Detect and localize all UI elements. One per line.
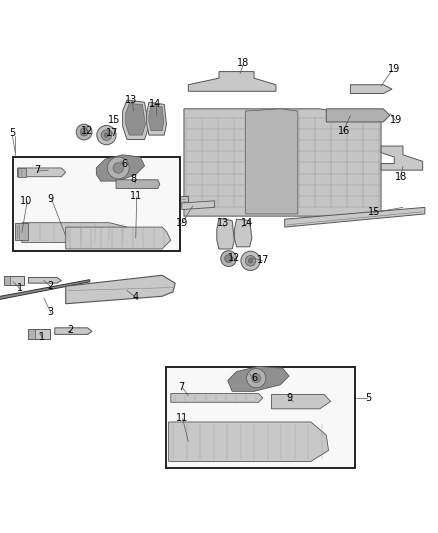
Text: 4: 4 bbox=[133, 292, 139, 302]
Circle shape bbox=[104, 133, 109, 138]
Circle shape bbox=[247, 368, 266, 388]
Text: 15: 15 bbox=[108, 115, 120, 125]
Polygon shape bbox=[350, 85, 392, 93]
Text: 18: 18 bbox=[395, 172, 407, 182]
Text: 14: 14 bbox=[241, 217, 254, 228]
Polygon shape bbox=[234, 219, 252, 247]
Polygon shape bbox=[15, 223, 28, 240]
Text: 6: 6 bbox=[122, 159, 128, 168]
Polygon shape bbox=[18, 168, 26, 177]
Text: 5: 5 bbox=[9, 128, 15, 138]
Polygon shape bbox=[66, 227, 171, 249]
Polygon shape bbox=[147, 102, 166, 135]
Text: 19: 19 bbox=[176, 217, 188, 228]
Polygon shape bbox=[28, 329, 35, 339]
Circle shape bbox=[248, 259, 253, 263]
Polygon shape bbox=[4, 276, 24, 285]
Text: 16: 16 bbox=[338, 126, 350, 136]
Text: 11: 11 bbox=[130, 191, 142, 201]
Text: 1: 1 bbox=[17, 284, 23, 293]
Text: 7: 7 bbox=[34, 165, 40, 175]
Text: 17: 17 bbox=[106, 128, 118, 138]
Polygon shape bbox=[18, 168, 66, 177]
Circle shape bbox=[97, 125, 116, 145]
Circle shape bbox=[101, 130, 112, 140]
Polygon shape bbox=[126, 103, 145, 135]
Polygon shape bbox=[184, 109, 381, 216]
Circle shape bbox=[245, 255, 256, 266]
Text: 13: 13 bbox=[125, 95, 138, 105]
Polygon shape bbox=[272, 394, 331, 409]
Circle shape bbox=[225, 255, 233, 263]
Polygon shape bbox=[245, 109, 298, 214]
Polygon shape bbox=[182, 201, 215, 209]
Text: 19: 19 bbox=[388, 64, 400, 75]
Circle shape bbox=[221, 251, 237, 266]
Polygon shape bbox=[169, 422, 328, 462]
Text: 19: 19 bbox=[390, 115, 403, 125]
Text: 5: 5 bbox=[365, 393, 371, 403]
FancyBboxPatch shape bbox=[166, 367, 355, 468]
Text: 9: 9 bbox=[286, 393, 292, 403]
Polygon shape bbox=[96, 155, 145, 181]
Text: 9: 9 bbox=[47, 193, 53, 204]
Polygon shape bbox=[149, 106, 164, 131]
Text: 8: 8 bbox=[131, 174, 137, 184]
Text: 12: 12 bbox=[81, 126, 94, 136]
Polygon shape bbox=[4, 276, 10, 285]
Circle shape bbox=[107, 157, 129, 179]
Text: 17: 17 bbox=[257, 255, 269, 265]
Text: 13: 13 bbox=[217, 217, 230, 228]
Polygon shape bbox=[0, 280, 90, 300]
Polygon shape bbox=[22, 223, 127, 243]
Polygon shape bbox=[99, 197, 188, 209]
Text: 15: 15 bbox=[368, 207, 381, 217]
Text: 12: 12 bbox=[228, 253, 240, 263]
Polygon shape bbox=[381, 146, 423, 170]
Circle shape bbox=[113, 163, 124, 173]
Text: 7: 7 bbox=[179, 382, 185, 392]
Polygon shape bbox=[28, 329, 50, 339]
Text: 18: 18 bbox=[237, 58, 249, 68]
Polygon shape bbox=[55, 328, 92, 334]
Circle shape bbox=[80, 128, 88, 136]
Text: 3: 3 bbox=[47, 308, 53, 318]
Polygon shape bbox=[123, 100, 149, 140]
Polygon shape bbox=[116, 180, 160, 189]
Text: 2: 2 bbox=[47, 281, 53, 291]
Text: 2: 2 bbox=[67, 325, 73, 335]
Polygon shape bbox=[28, 278, 61, 283]
Text: 6: 6 bbox=[251, 373, 257, 383]
Text: 10: 10 bbox=[20, 196, 32, 206]
Polygon shape bbox=[188, 71, 276, 91]
Polygon shape bbox=[326, 109, 390, 122]
Text: 14: 14 bbox=[149, 100, 162, 109]
Circle shape bbox=[241, 251, 260, 270]
Polygon shape bbox=[171, 393, 263, 402]
Circle shape bbox=[76, 124, 92, 140]
Polygon shape bbox=[285, 207, 425, 227]
FancyBboxPatch shape bbox=[13, 157, 180, 251]
Polygon shape bbox=[217, 219, 234, 249]
Polygon shape bbox=[228, 366, 289, 391]
Text: 11: 11 bbox=[176, 413, 188, 423]
Text: 1: 1 bbox=[39, 332, 45, 342]
Circle shape bbox=[252, 374, 261, 383]
Polygon shape bbox=[66, 275, 175, 304]
